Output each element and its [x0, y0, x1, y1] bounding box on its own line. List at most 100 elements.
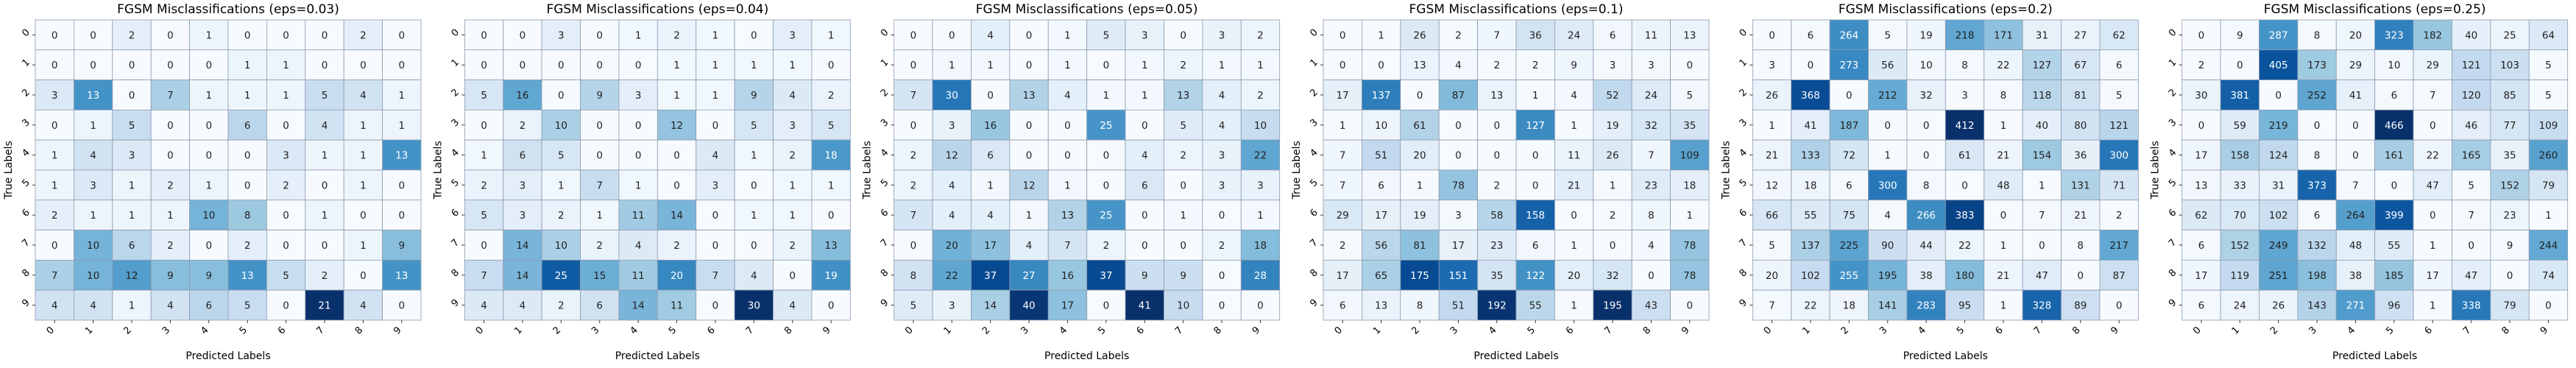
- cell-value-label: 3: [949, 300, 955, 312]
- heatmap-cell: [1240, 79, 1281, 110]
- heatmap-cell: [1515, 259, 1555, 291]
- cell-value-label: 3: [635, 90, 642, 102]
- heatmap-cell: [112, 139, 152, 171]
- heatmap-cell: [1945, 49, 1985, 81]
- heatmap-cell: [1906, 230, 1946, 261]
- y-tick-label: 5: [879, 177, 891, 189]
- cell-value-label: 22: [1958, 240, 1971, 252]
- cell-value-label: 5: [558, 150, 565, 162]
- cell-value-label: 17: [2427, 270, 2439, 282]
- cell-value-label: 4: [1648, 240, 1655, 252]
- heatmap-cell: [2335, 79, 2376, 110]
- cell-value-label: 79: [2503, 300, 2516, 312]
- heatmap-cell: [189, 169, 229, 201]
- heatmap-cell: [2490, 109, 2530, 141]
- heatmap-cell: [1554, 79, 1594, 110]
- heatmap-cell: [1009, 199, 1049, 230]
- cell-value-label: 10: [87, 240, 99, 252]
- heatmap-cell: [1984, 259, 2023, 291]
- cell-value-label: 0: [2352, 150, 2359, 162]
- heatmap-cell: [811, 49, 851, 81]
- cell-value-label: 2: [2116, 210, 2123, 222]
- heatmap-cell: [2335, 289, 2376, 321]
- cell-value-label: 0: [1648, 270, 1655, 282]
- heatmap-cell: [2022, 19, 2062, 51]
- cell-value-label: 4: [949, 210, 955, 222]
- cell-value-label: 1: [206, 29, 213, 41]
- cell-value-label: 29: [2349, 60, 2362, 71]
- y-axis-label: True Labels: [2150, 141, 2162, 199]
- y-tick-label: 6: [1308, 207, 1320, 219]
- x-tick-label: 8: [1211, 325, 1223, 336]
- cell-value-label: 1: [1257, 210, 1264, 222]
- heatmap-cell: [811, 199, 851, 230]
- cell-value-label: 21: [1997, 150, 2009, 162]
- heatmap-cell: [1323, 19, 1362, 51]
- cell-value-label: 48: [2349, 240, 2362, 252]
- cell-value-label: 6: [1142, 180, 1148, 191]
- cell-value-label: 9: [1180, 270, 1186, 282]
- heatmap-cell: [2220, 259, 2260, 291]
- heatmap-cell: [266, 139, 306, 171]
- heatmap-cell: [227, 49, 267, 81]
- heatmap-cell: [1477, 230, 1517, 261]
- heatmap-cell: [2490, 259, 2530, 291]
- cell-value-label: 0: [673, 150, 680, 162]
- heatmap-cell: [1906, 19, 1946, 51]
- cell-value-label: 11: [632, 270, 645, 282]
- cell-value-label: 35: [1490, 270, 1503, 282]
- cell-value-label: 11: [670, 300, 683, 312]
- cell-value-label: 154: [2032, 150, 2051, 162]
- heatmap-cell: [932, 19, 972, 51]
- cell-value-label: 0: [1340, 29, 1346, 41]
- cell-value-label: 2: [481, 180, 487, 191]
- chart-title: FGSM Misclassifications (eps=0.1): [1409, 2, 1624, 17]
- cell-value-label: 0: [673, 180, 680, 191]
- cell-value-label: 2: [1219, 240, 1225, 252]
- heatmap-cell: [1752, 259, 1792, 291]
- heatmap-cell: [932, 49, 972, 81]
- heatmap-cell: [2297, 79, 2337, 110]
- cell-value-label: 0: [987, 90, 994, 102]
- heatmap-cell: [1984, 230, 2023, 261]
- heatmap-cell: [1086, 169, 1126, 201]
- cell-value-label: 1: [673, 90, 680, 102]
- cell-value-label: 161: [2385, 150, 2404, 162]
- heatmap-cell: [74, 19, 113, 51]
- y-tick-label: 3: [450, 117, 461, 129]
- cell-value-label: 3: [90, 180, 96, 191]
- heatmap-cell: [343, 289, 383, 321]
- heatmap-cell: [2297, 109, 2337, 141]
- y-tick-label: 0: [20, 27, 32, 39]
- x-tick-label: 6: [705, 325, 717, 336]
- heatmap-cell: [2182, 169, 2221, 201]
- heatmap-cell: [343, 139, 383, 171]
- heatmap-cell: [1515, 79, 1555, 110]
- cell-value-label: 2: [283, 180, 289, 191]
- cell-value-label: 251: [2269, 270, 2288, 282]
- heatmap-cell: [541, 230, 581, 261]
- cell-value-label: 2: [520, 120, 526, 132]
- heatmap-cell: [2490, 169, 2530, 201]
- cell-value-label: 1: [244, 60, 251, 71]
- cell-value-label: 66: [1766, 210, 1778, 222]
- heatmap-cell: [1125, 169, 1164, 201]
- x-tick-label: 2: [121, 325, 133, 336]
- heatmap-cell: [189, 79, 229, 110]
- cell-value-label: 0: [167, 120, 174, 132]
- heatmap-cell: [1945, 169, 1985, 201]
- cell-value-label: 5: [2116, 90, 2123, 102]
- heatmap-cell: [1164, 49, 1203, 81]
- x-tick-label: 4: [199, 325, 210, 336]
- y-tick-label: 7: [879, 237, 891, 249]
- heatmap-cell: [1791, 109, 1830, 141]
- cell-value-label: 29: [2427, 60, 2439, 71]
- y-tick-label: 5: [2167, 177, 2179, 189]
- cell-value-label: 29: [1337, 210, 1349, 222]
- heatmap-cell: [696, 169, 735, 201]
- cell-value-label: 0: [1494, 150, 1501, 162]
- heatmap-cell: [734, 199, 774, 230]
- heatmap-cell: [1438, 289, 1478, 321]
- cell-value-label: 0: [52, 120, 58, 132]
- cell-value-label: 1: [206, 90, 213, 102]
